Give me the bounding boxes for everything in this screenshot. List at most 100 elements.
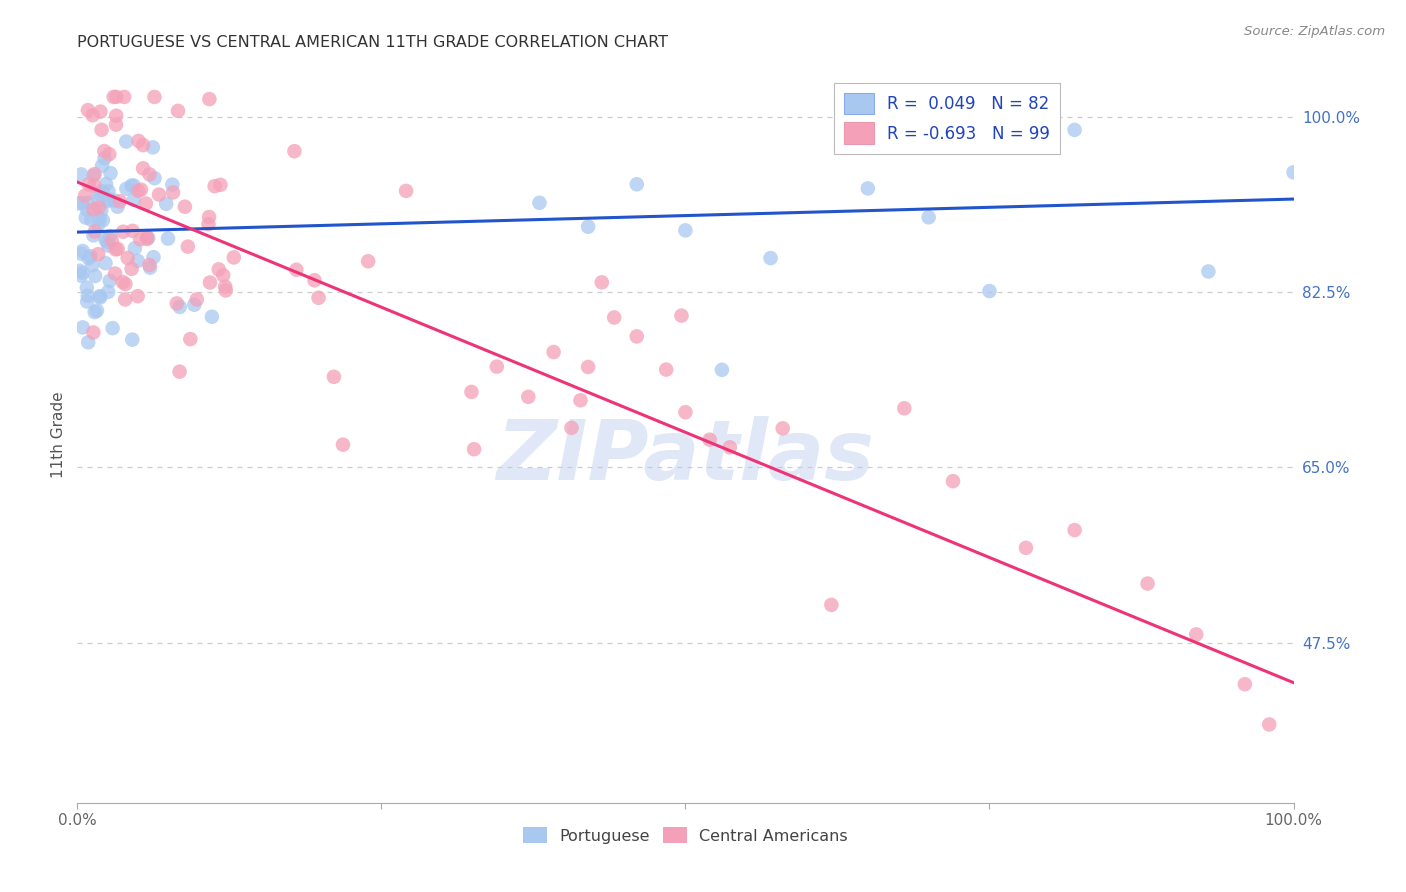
- Point: [332, 438, 354, 452]
- Point: [710, 363, 733, 377]
- Point: [675, 405, 697, 419]
- Point: [75, 188, 97, 202]
- Point: [89, 211, 111, 226]
- Point: [104, 267, 127, 281]
- Point: [122, 178, 145, 193]
- Point: [142, 250, 165, 264]
- Point: [70, 246, 93, 260]
- Point: [72, 244, 94, 258]
- Point: [215, 284, 238, 298]
- Point: [97, 285, 120, 299]
- Point: [70, 268, 93, 283]
- Point: [198, 210, 221, 224]
- Point: [97, 185, 120, 199]
- Point: [143, 90, 166, 104]
- Point: [308, 291, 330, 305]
- Point: [485, 359, 508, 374]
- Point: [96, 235, 118, 249]
- Point: [121, 261, 143, 276]
- Point: [77, 178, 100, 192]
- Point: [89, 104, 111, 119]
- Point: [103, 194, 125, 208]
- Point: [121, 224, 143, 238]
- Point: [1282, 165, 1305, 179]
- Point: [93, 144, 115, 158]
- Point: [169, 365, 191, 379]
- Point: [76, 202, 98, 217]
- Point: [132, 161, 155, 176]
- Point: [718, 441, 741, 455]
- Point: [112, 225, 135, 239]
- Point: [80, 212, 103, 227]
- Point: [675, 223, 697, 237]
- Point: [86, 303, 108, 318]
- Point: [198, 92, 221, 106]
- Point: [918, 211, 941, 225]
- Point: [76, 280, 98, 294]
- Point: [67, 196, 90, 211]
- Point: [98, 229, 121, 244]
- Point: [114, 293, 136, 307]
- Point: [82, 169, 104, 183]
- Point: [104, 243, 127, 257]
- Point: [138, 167, 160, 181]
- Text: PORTUGUESE VS CENTRAL AMERICAN 11TH GRADE CORRELATION CHART: PORTUGUESE VS CENTRAL AMERICAN 11TH GRAD…: [77, 36, 668, 51]
- Point: [83, 202, 105, 217]
- Point: [772, 421, 794, 435]
- Point: [87, 193, 110, 207]
- Point: [87, 217, 110, 231]
- Point: [1063, 123, 1085, 137]
- Point: [107, 242, 129, 256]
- Point: [569, 393, 592, 408]
- Point: [142, 140, 165, 154]
- Point: [105, 90, 128, 104]
- Point: [105, 118, 128, 132]
- Point: [129, 232, 152, 246]
- Point: [162, 186, 184, 200]
- Point: [77, 252, 100, 266]
- Point: [70, 196, 93, 211]
- Point: [576, 359, 599, 374]
- Point: [114, 277, 136, 292]
- Point: [179, 332, 201, 346]
- Point: [162, 178, 184, 192]
- Point: [136, 232, 159, 246]
- Point: [166, 296, 188, 310]
- Point: [603, 310, 626, 325]
- Point: [72, 266, 94, 280]
- Point: [323, 369, 346, 384]
- Point: [138, 258, 160, 272]
- Point: [83, 167, 105, 181]
- Point: [112, 90, 135, 104]
- Point: [93, 151, 115, 165]
- Point: [156, 231, 179, 245]
- Point: [128, 134, 150, 148]
- Point: [893, 401, 915, 416]
- Point: [91, 159, 114, 173]
- Point: [463, 442, 485, 457]
- Point: [759, 251, 782, 265]
- Point: [91, 184, 114, 198]
- Point: [1015, 541, 1038, 555]
- Point: [139, 260, 162, 275]
- Point: [856, 181, 879, 195]
- Point: [395, 184, 418, 198]
- Point: [626, 178, 648, 192]
- Point: [76, 195, 98, 210]
- Point: [77, 103, 100, 117]
- Point: [89, 289, 111, 303]
- Point: [655, 362, 678, 376]
- Point: [129, 183, 152, 197]
- Point: [98, 147, 121, 161]
- Point: [94, 256, 117, 270]
- Point: [177, 239, 200, 253]
- Point: [543, 345, 565, 359]
- Point: [283, 144, 305, 158]
- Point: [1197, 264, 1219, 278]
- Point: [127, 184, 149, 198]
- Point: [136, 230, 159, 244]
- Text: ZIPatlas: ZIPatlas: [496, 417, 875, 498]
- Point: [87, 186, 110, 200]
- Point: [167, 103, 190, 118]
- Point: [979, 284, 1001, 298]
